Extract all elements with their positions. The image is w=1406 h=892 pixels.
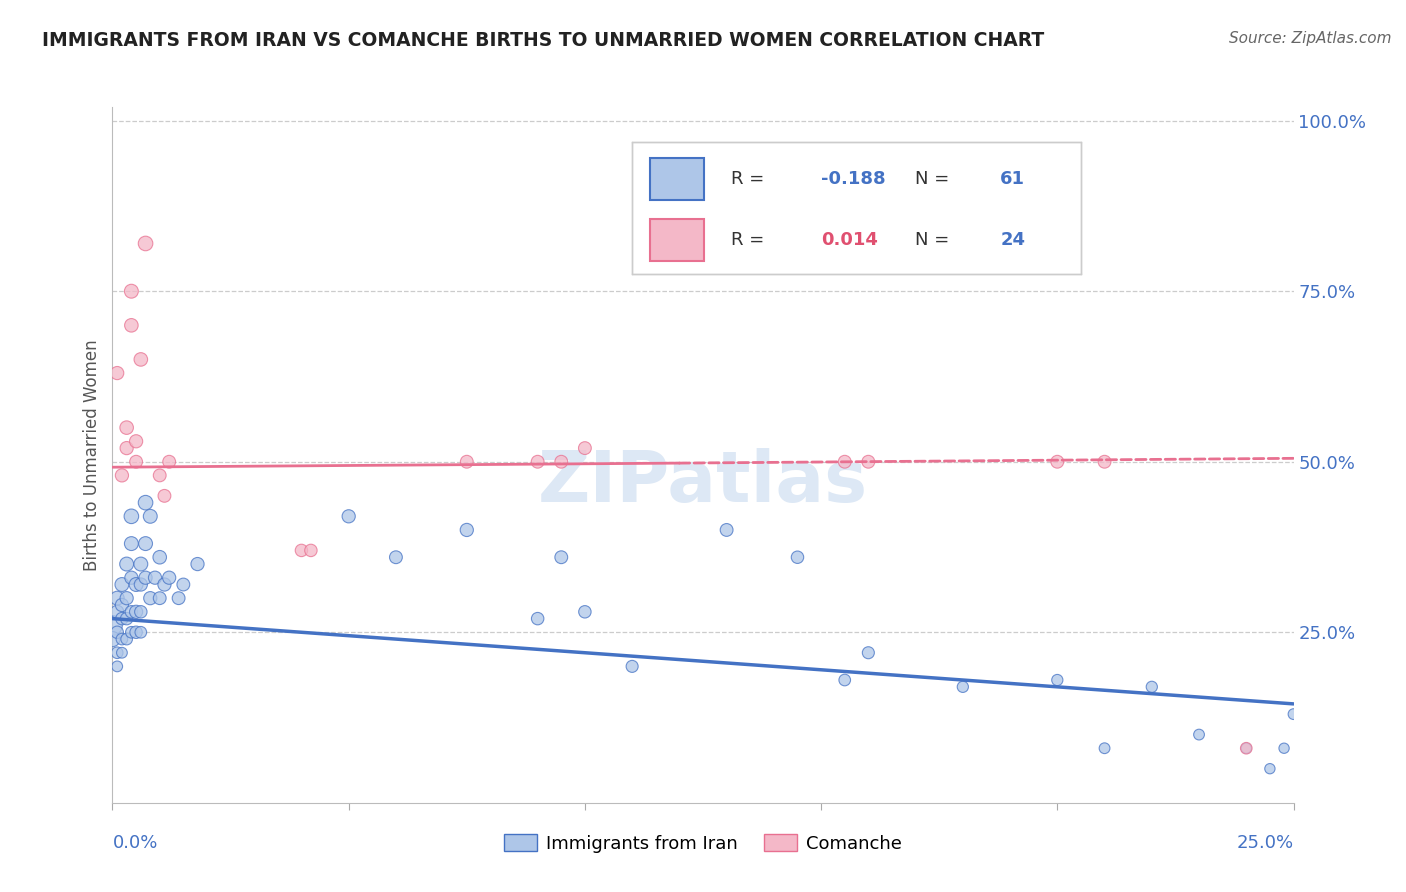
Point <box>115 632 138 646</box>
Point <box>105 625 128 640</box>
Point <box>786 550 808 565</box>
Point <box>135 236 157 251</box>
Point <box>101 618 124 632</box>
Point <box>290 543 312 558</box>
Point <box>111 632 134 646</box>
Point <box>105 659 128 673</box>
Point <box>149 468 172 483</box>
Point <box>125 434 148 449</box>
Point <box>157 455 180 469</box>
Point <box>115 441 138 455</box>
Point <box>105 366 128 380</box>
Point <box>1046 455 1069 469</box>
Point <box>1046 673 1069 687</box>
Point <box>1234 741 1257 756</box>
Point <box>105 591 128 606</box>
Point <box>526 612 548 626</box>
Point <box>456 523 478 537</box>
Text: IMMIGRANTS FROM IRAN VS COMANCHE BIRTHS TO UNMARRIED WOMEN CORRELATION CHART: IMMIGRANTS FROM IRAN VS COMANCHE BIRTHS … <box>42 31 1045 50</box>
Point <box>139 509 162 524</box>
Point <box>129 577 152 591</box>
Point <box>149 591 172 606</box>
Point <box>574 605 596 619</box>
Point <box>111 612 134 626</box>
Point <box>125 455 148 469</box>
Point <box>858 455 880 469</box>
Point <box>120 605 142 619</box>
Point <box>858 646 880 660</box>
Point <box>120 536 142 550</box>
Text: 25.0%: 25.0% <box>1236 834 1294 852</box>
Point <box>172 577 194 591</box>
Point <box>1272 741 1295 756</box>
Point <box>1140 680 1163 694</box>
Point <box>550 455 572 469</box>
Point <box>337 509 360 524</box>
Point <box>135 496 157 510</box>
Point <box>129 557 152 571</box>
Point <box>139 591 162 606</box>
Text: Source: ZipAtlas.com: Source: ZipAtlas.com <box>1229 31 1392 46</box>
Point <box>105 605 128 619</box>
Point <box>1234 741 1257 756</box>
Point <box>105 646 128 660</box>
Point <box>111 598 134 612</box>
Point <box>1094 741 1116 756</box>
Point <box>299 543 322 558</box>
Point <box>574 441 596 455</box>
Point <box>834 673 856 687</box>
Legend: Immigrants from Iran, Comanche: Immigrants from Iran, Comanche <box>496 827 910 860</box>
Point <box>149 550 172 565</box>
Point <box>115 612 138 626</box>
Point <box>385 550 408 565</box>
Point <box>120 318 142 333</box>
Point <box>621 659 644 673</box>
Point <box>129 605 152 619</box>
Point <box>186 557 208 571</box>
Text: ZIPatlas: ZIPatlas <box>538 449 868 517</box>
Point <box>1258 762 1281 776</box>
Point <box>167 591 190 606</box>
Point <box>1094 455 1116 469</box>
Point <box>101 632 124 646</box>
Point <box>834 455 856 469</box>
Point <box>129 352 152 367</box>
Point <box>120 284 142 298</box>
Point <box>111 468 134 483</box>
Point <box>129 625 152 640</box>
Point <box>143 571 166 585</box>
Point <box>115 420 138 434</box>
Point <box>1188 728 1211 742</box>
Point <box>125 605 148 619</box>
Point <box>952 680 974 694</box>
Point <box>135 571 157 585</box>
Point <box>157 571 180 585</box>
Point <box>111 577 134 591</box>
Point <box>526 455 548 469</box>
Y-axis label: Births to Unmarried Women: Births to Unmarried Women <box>83 339 101 571</box>
Point <box>716 523 738 537</box>
Point <box>153 577 176 591</box>
Point <box>1282 707 1305 722</box>
Point <box>125 577 148 591</box>
Point <box>456 455 478 469</box>
Point <box>120 571 142 585</box>
Point <box>135 536 157 550</box>
Text: 0.0%: 0.0% <box>112 834 157 852</box>
Point <box>125 625 148 640</box>
Point <box>120 509 142 524</box>
Point <box>550 550 572 565</box>
Point <box>115 591 138 606</box>
Point <box>115 557 138 571</box>
Point <box>120 625 142 640</box>
Point <box>153 489 176 503</box>
Point <box>111 646 134 660</box>
